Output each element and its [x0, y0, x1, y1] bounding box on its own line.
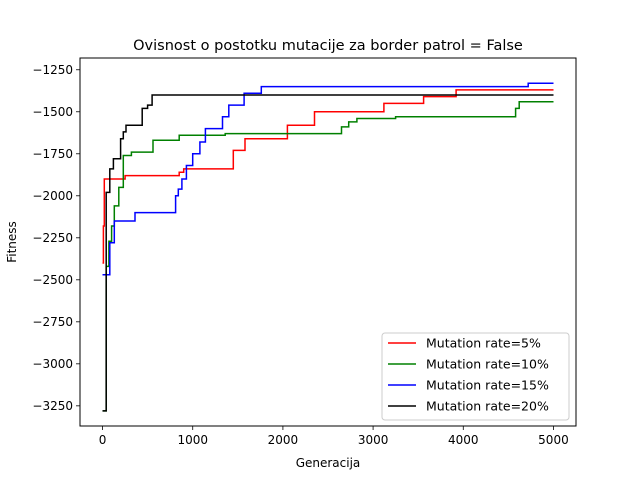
series-layer [102, 82, 554, 412]
x-tick-label: 5000 [538, 433, 569, 447]
legend-label-4: Mutation rate=20% [426, 399, 549, 414]
y-tick-label: −3000 [32, 357, 73, 371]
y-axis-title: Fitness [5, 221, 19, 263]
legend-label-3: Mutation rate=15% [426, 378, 549, 393]
y-tick-label: −1750 [32, 147, 73, 161]
y-tick-label: −2000 [32, 189, 73, 203]
legend-frame [381, 332, 570, 421]
x-tick-label: 3000 [358, 433, 389, 447]
y-tick-label: −1500 [32, 105, 73, 119]
plot-frame [79, 57, 577, 427]
ticks-layer: 0 1000 2000 3000 4000 5000 −1250 −1500 −1750 −200… [32, 63, 568, 447]
series-line-1 [102, 89, 554, 264]
y-tick-label: −2750 [32, 315, 73, 329]
y-tick-label: −1250 [32, 63, 73, 77]
legend: Mutation rate=5% Mutation rate=10% Mutatio… [381, 332, 570, 421]
x-axis-title: Generacija [296, 456, 361, 470]
y-tick-label: −2500 [32, 273, 73, 287]
series-line-2 [102, 100, 554, 412]
legend-label-1: Mutation rate=5% [426, 336, 541, 351]
legend-label-2: Mutation rate=10% [426, 357, 549, 372]
y-tick-label: −3250 [32, 399, 73, 413]
x-tick-label: 2000 [268, 433, 299, 447]
chart-title: Ovisnost o postotku mutacije za border p… [133, 38, 523, 54]
x-tick-label: 1000 [177, 433, 208, 447]
x-tick-label: 4000 [448, 433, 479, 447]
series-line-4 [102, 94, 554, 412]
x-tick-label: 0 [99, 433, 107, 447]
y-tick-label: −2250 [32, 231, 73, 245]
